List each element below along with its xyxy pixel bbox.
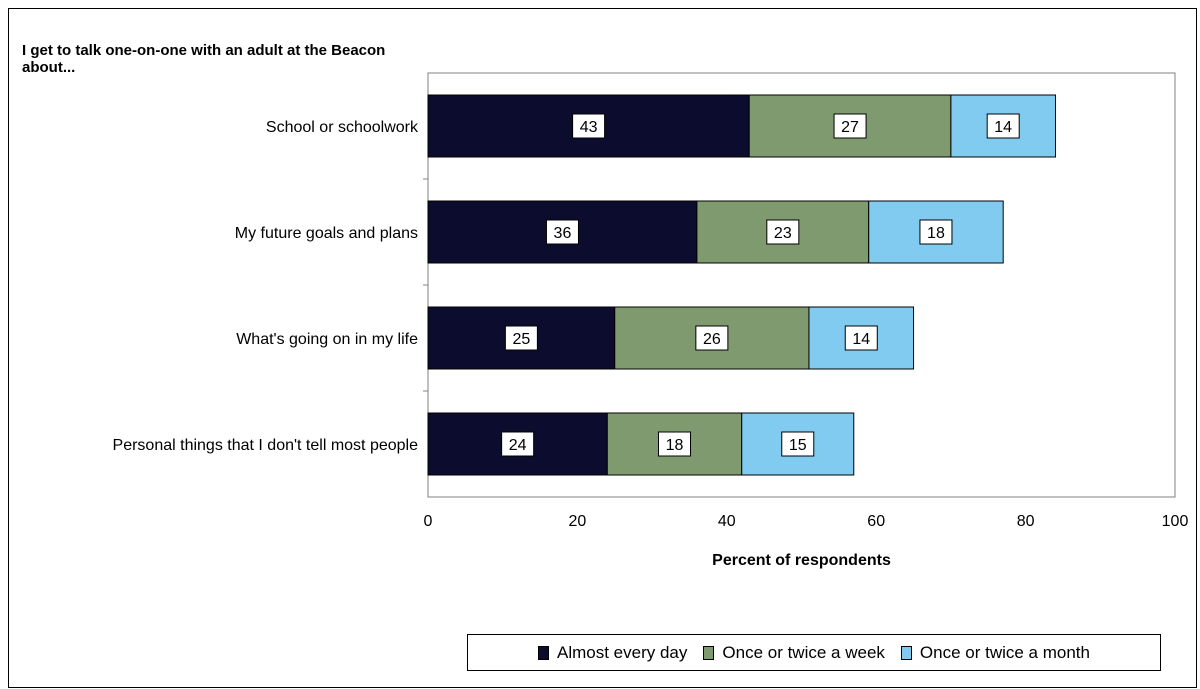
x-tick-label: 40 [718, 513, 736, 530]
data-label: 14 [852, 331, 870, 348]
legend-item-almost-every-day: Almost every day [538, 643, 687, 663]
data-label-box [695, 325, 729, 351]
data-label: 14 [994, 119, 1012, 136]
data-label: 25 [512, 331, 530, 348]
data-label-box [501, 431, 535, 457]
legend-swatch-once-or-twice-a-week [703, 645, 715, 660]
legend-label-once-or-twice-a-week: Once or twice a week [722, 642, 885, 662]
category-label: Personal things that I don't tell most p… [113, 437, 419, 454]
data-label: 36 [554, 225, 572, 242]
chart-frame: I get to talk one-on-one with an adult a… [8, 8, 1197, 688]
data-label-box [986, 113, 1020, 139]
data-label: 27 [841, 119, 859, 136]
legend-label-once-or-twice-a-month: Once or twice a month [919, 642, 1090, 662]
data-label: 18 [927, 225, 945, 242]
x-tick-label: 100 [1162, 513, 1189, 530]
data-label-box [919, 219, 953, 245]
legend-item-once-or-twice-a-month: Once or twice a month [900, 642, 1090, 663]
data-label-box [781, 431, 815, 457]
chart-svg: School or schoolwork 43 27 14 My future goal… [113, 72, 1189, 569]
x-tick-label: 80 [1017, 513, 1035, 530]
category-label: School or schoolwork [266, 119, 419, 136]
legend: Almost every day Once or twice a week On… [467, 634, 1161, 671]
data-label-box [545, 219, 579, 245]
data-label-box [658, 431, 692, 457]
legend-item-once-or-twice-a-week: Once or twice a week [703, 643, 885, 663]
x-tick-label: 0 [424, 513, 433, 530]
legend-label-almost-every-day: Almost every day [557, 642, 688, 662]
data-label: 23 [774, 225, 792, 242]
data-label-box [844, 325, 878, 351]
data-label: 26 [703, 331, 721, 348]
category-label: My future goals and plans [235, 225, 418, 242]
data-label: 15 [789, 437, 807, 454]
chart-title: I get to talk one-on-one with an adult a… [22, 42, 386, 76]
data-label-box [504, 325, 538, 351]
data-label: 18 [666, 437, 684, 454]
data-label-box [833, 113, 867, 139]
data-label: 24 [509, 437, 527, 454]
legend-swatch-almost-every-day [538, 645, 549, 660]
data-label-box [766, 219, 800, 245]
x-tick-label: 20 [569, 513, 587, 530]
category-label: What's going on in my life [236, 331, 418, 348]
x-axis-title: Percent of respondents [712, 552, 891, 569]
x-tick-label: 60 [867, 513, 885, 530]
data-label-box [572, 113, 606, 139]
data-label: 43 [580, 119, 598, 136]
legend-swatch-once-or-twice-a-month [900, 645, 912, 660]
